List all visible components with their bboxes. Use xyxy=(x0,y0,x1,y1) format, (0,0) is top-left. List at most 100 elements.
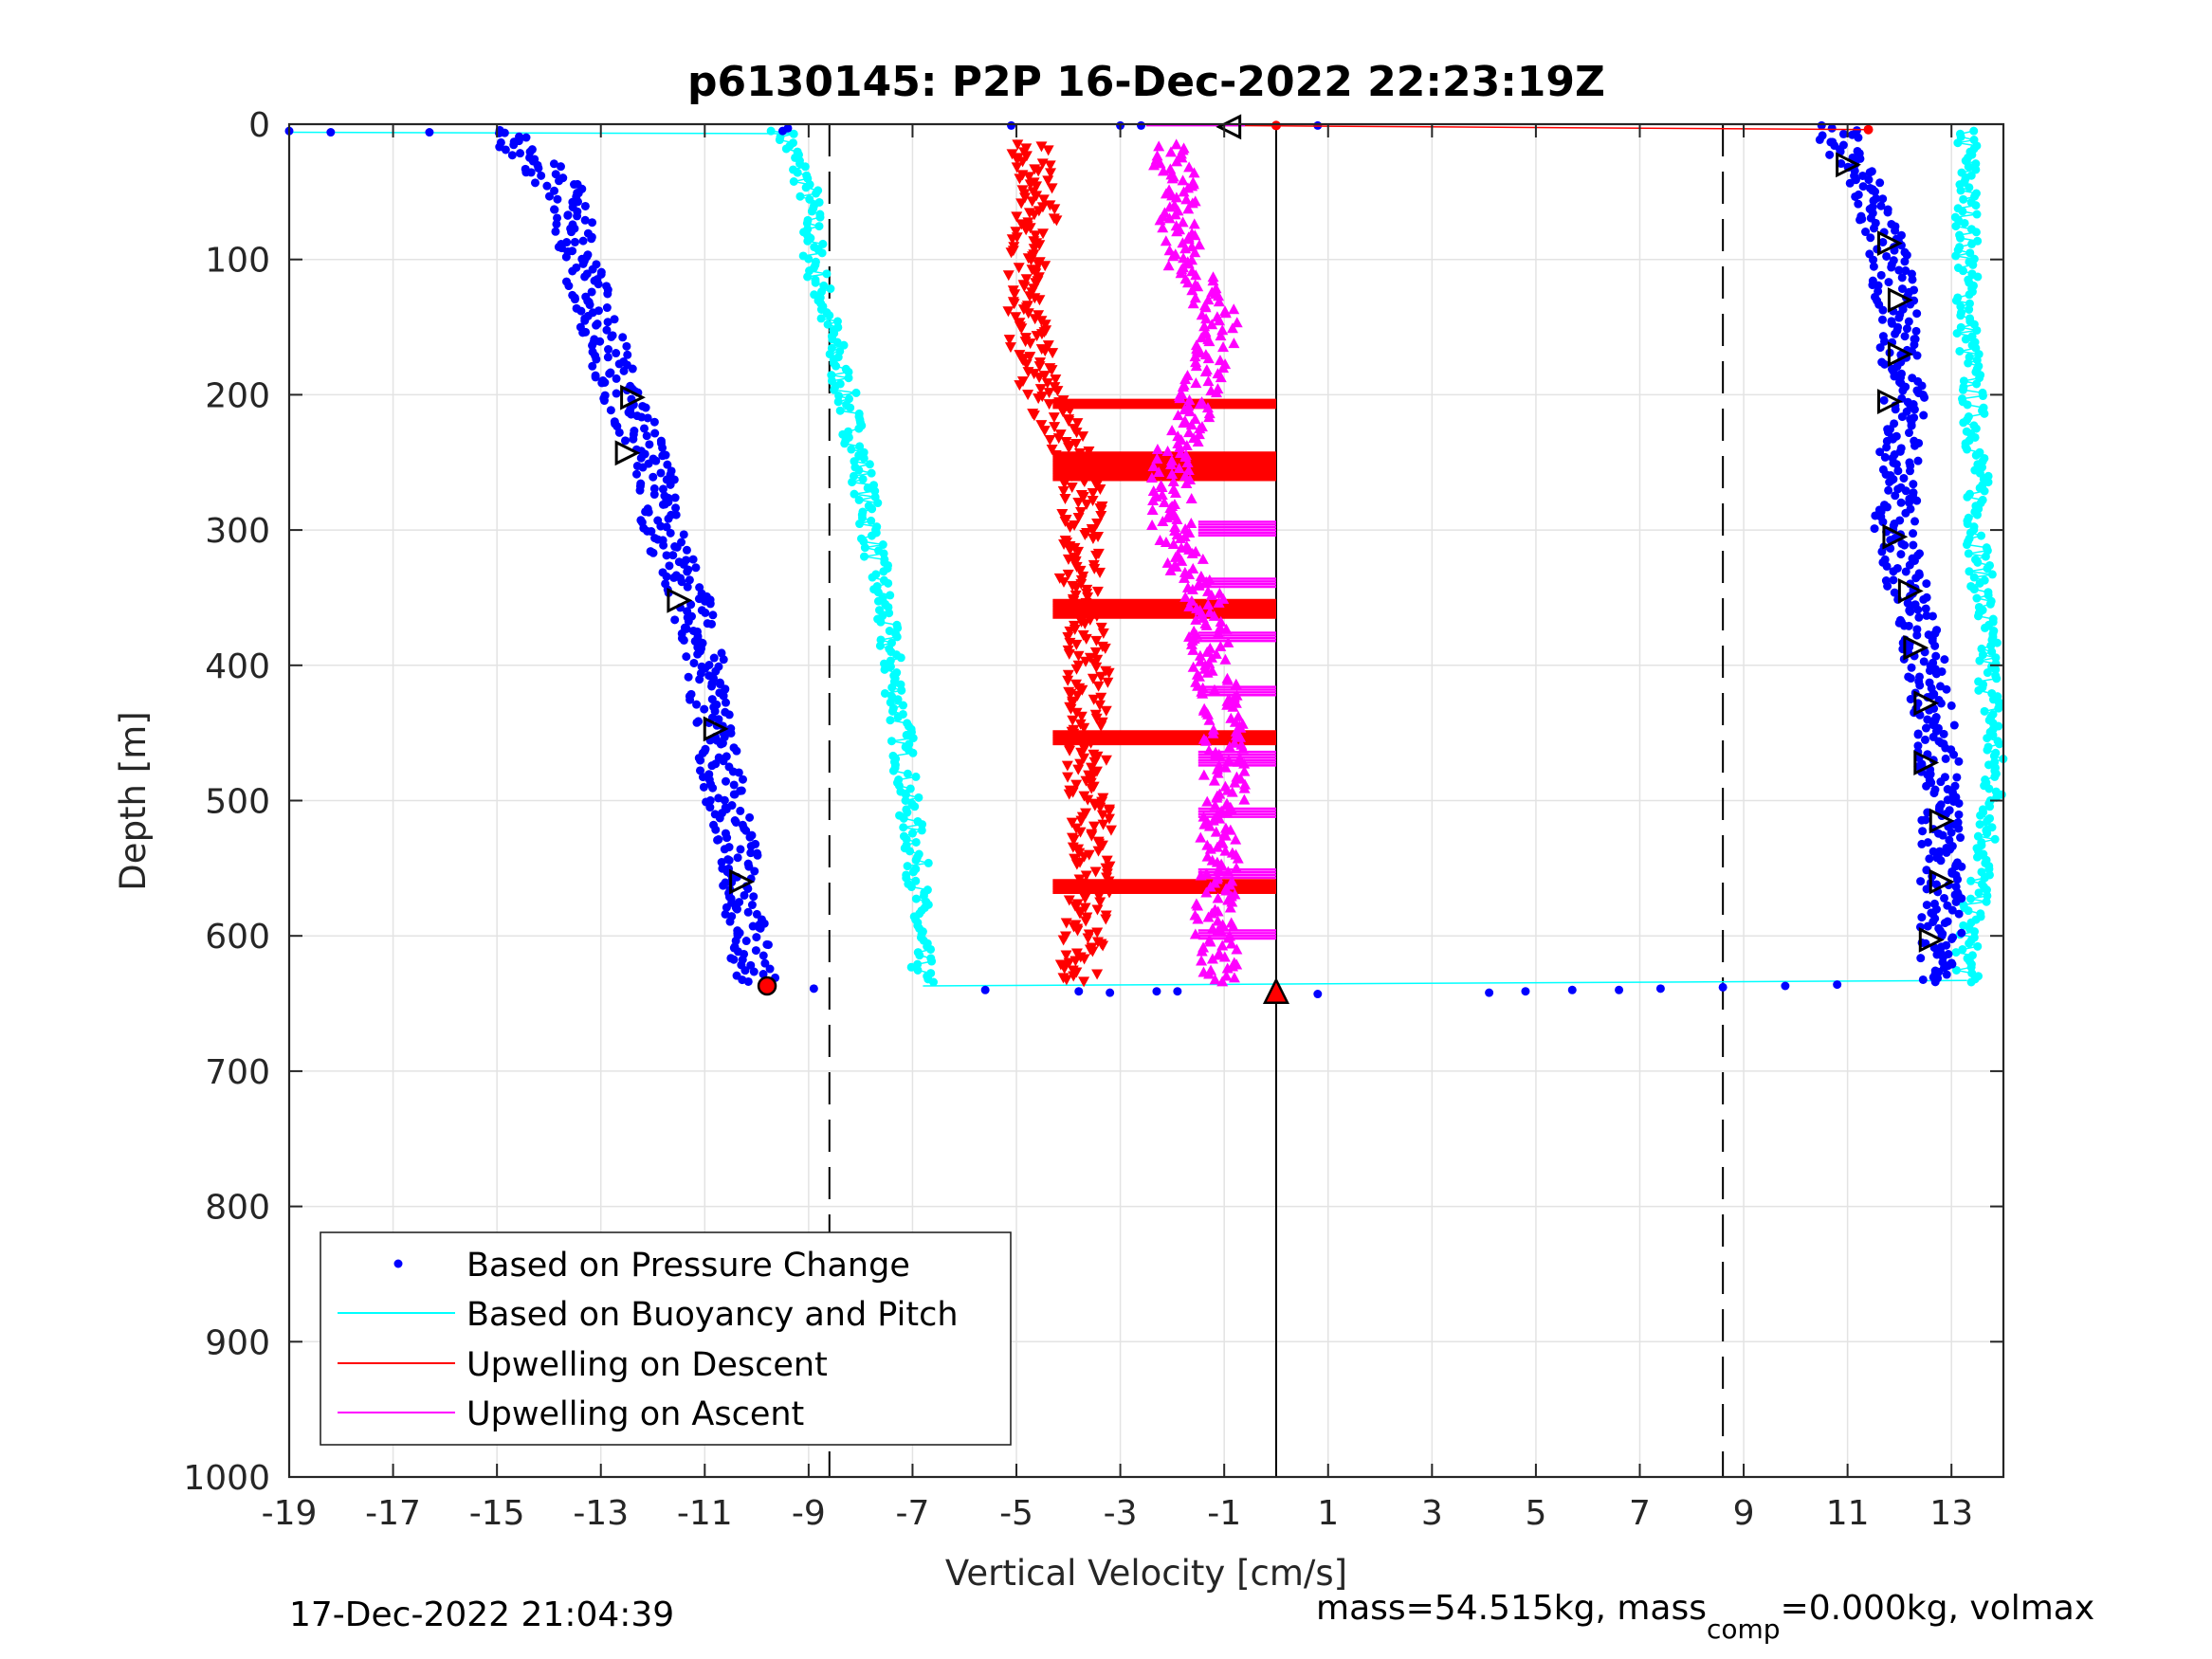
upwelling-descent-marker xyxy=(1033,166,1045,177)
buoyancy-descent-point xyxy=(832,361,841,371)
upwelling-descent-marker xyxy=(1038,426,1051,437)
upwelling-ascent-marker xyxy=(1164,163,1177,174)
pressure-descent-point xyxy=(597,378,607,388)
pressure-ascent-point xyxy=(1871,187,1880,196)
buoyancy-descent-point xyxy=(899,823,908,832)
upwelling-ascent-marker xyxy=(1183,394,1196,406)
upwelling-descent-marker xyxy=(1072,546,1085,557)
pressure-ascent-point xyxy=(1909,480,1918,489)
upwelling-descent-marker xyxy=(1082,794,1094,806)
upwelling-descent-marker xyxy=(1043,399,1055,410)
upwelling-ascent-marker xyxy=(1167,250,1179,262)
pressure-descent-point xyxy=(552,219,561,228)
upwelling-ascent-marker xyxy=(1199,301,1212,313)
pressure-ascent-point xyxy=(1875,343,1885,353)
pressure-ascent-point xyxy=(1952,773,1962,782)
pressure-descent-point xyxy=(550,205,559,214)
upwelling-ascent-marker xyxy=(1174,392,1186,404)
upwelling-ascent-marker xyxy=(1200,619,1213,630)
upwelling-descent-marker xyxy=(1101,855,1113,866)
pressure-descent-point xyxy=(763,940,773,950)
footer-mass-part-1: mass=54.515kg, mass xyxy=(1316,1589,1707,1628)
upwelling-ascent-marker xyxy=(1202,353,1215,364)
upwelling-descent-marker xyxy=(1077,431,1089,443)
pressure-ascent-point xyxy=(1940,655,1949,665)
segment-marker-descent xyxy=(703,716,729,742)
x-tick-label: -3 xyxy=(1104,1494,1138,1533)
upwelling-ascent-marker xyxy=(1161,446,1174,457)
upwelling-descent-marker xyxy=(1030,278,1042,289)
pressure-descent-point xyxy=(682,652,691,662)
pressure-descent-point xyxy=(549,159,558,169)
pressure-ascent-point xyxy=(1858,171,1868,180)
buoyancy-ascent-point xyxy=(1974,888,1983,898)
upwelling-ascent-marker xyxy=(1177,174,1189,186)
pressure-ascent-point xyxy=(1918,975,1928,984)
upwelling-ascent-marker xyxy=(1192,913,1204,924)
upwelling-ascent-marker xyxy=(1220,884,1233,896)
pressure-bottom-point xyxy=(1615,985,1624,994)
upwelling-ascent-marker xyxy=(1145,472,1158,483)
upwelling-descent-marker xyxy=(1070,639,1083,650)
pressure-descent-point xyxy=(729,790,739,799)
pressure-surface-point xyxy=(1007,120,1016,130)
buoyancy-descent-point xyxy=(867,516,876,525)
pressure-descent-point xyxy=(561,252,571,262)
pressure-ascent-point xyxy=(1882,251,1892,261)
upwelling-descent-marker xyxy=(1042,340,1054,352)
upwelling-descent-marker xyxy=(1087,533,1099,544)
pressure-descent-point xyxy=(759,951,768,960)
upwelling-ascent-marker xyxy=(1202,598,1215,610)
pressure-ascent-point xyxy=(1891,491,1900,501)
pressure-ascent-point xyxy=(1854,199,1863,209)
pressure-ascent-point xyxy=(1891,405,1900,414)
pressure-surface-point xyxy=(777,126,787,136)
upwelling-descent-marker xyxy=(1091,751,1104,762)
upwelling-ascent-marker xyxy=(1197,769,1210,780)
upwelling-ascent-marker xyxy=(1163,212,1176,224)
buoyancy-descent-point xyxy=(906,962,916,972)
pressure-ascent-point xyxy=(1904,317,1913,326)
upwelling-descent-marker xyxy=(1072,650,1085,662)
upwelling-descent-marker xyxy=(1042,145,1054,156)
pressure-descent-point xyxy=(580,316,590,325)
pressure-ascent-point xyxy=(1942,848,1951,857)
pressure-descent-point xyxy=(595,337,605,346)
buoyancy-ascent-point xyxy=(1959,194,1968,204)
pressure-ascent-point xyxy=(1912,630,1922,640)
pressure-bottom-point xyxy=(1173,987,1182,996)
upwelling-descent-marker xyxy=(1060,950,1072,961)
buoyancy-descent-point xyxy=(902,730,911,739)
pressure-descent-point xyxy=(709,653,719,663)
pressure-descent-point xyxy=(746,842,756,851)
buoyancy-ascent-point xyxy=(1974,685,1983,695)
upwelling-ascent-marker xyxy=(1175,267,1187,279)
upwelling-descent-marker xyxy=(1011,162,1023,173)
upwelling-ascent-marker xyxy=(1196,955,1208,966)
pressure-descent-point xyxy=(747,901,757,910)
upwelling-descent-marker xyxy=(1088,563,1101,574)
buoyancy-descent-point xyxy=(899,701,908,710)
pressure-descent-point xyxy=(750,866,759,876)
y-axis-label: Depth [m] xyxy=(113,711,154,890)
upwelling-ascent-marker xyxy=(1185,419,1197,430)
pressure-descent-point xyxy=(736,806,745,815)
upwelling-descent-marker xyxy=(1028,244,1040,255)
pressure-descent-point xyxy=(725,917,735,926)
upwelling-ascent-marker xyxy=(1238,765,1251,776)
upwelling-descent-marker xyxy=(1028,210,1040,221)
upwelling-descent-marker xyxy=(1047,348,1059,359)
upwelling-ascent-marker xyxy=(1208,610,1220,621)
pressure-descent-point xyxy=(618,333,628,342)
pressure-descent-point xyxy=(659,540,668,550)
legend-label-buoyancy: Based on Buoyancy and Pitch xyxy=(466,1296,959,1334)
buoyancy-descent-point xyxy=(927,957,937,966)
buoyancy-descent-point xyxy=(917,826,926,835)
pressure-descent-point xyxy=(612,374,621,383)
buoyancy-ascent-point xyxy=(1995,739,2004,749)
buoyancy-descent-point xyxy=(832,337,842,347)
pressure-ascent-point xyxy=(1870,524,1879,534)
pressure-descent-point xyxy=(588,340,597,350)
upwelling-descent-marker xyxy=(1096,840,1108,851)
